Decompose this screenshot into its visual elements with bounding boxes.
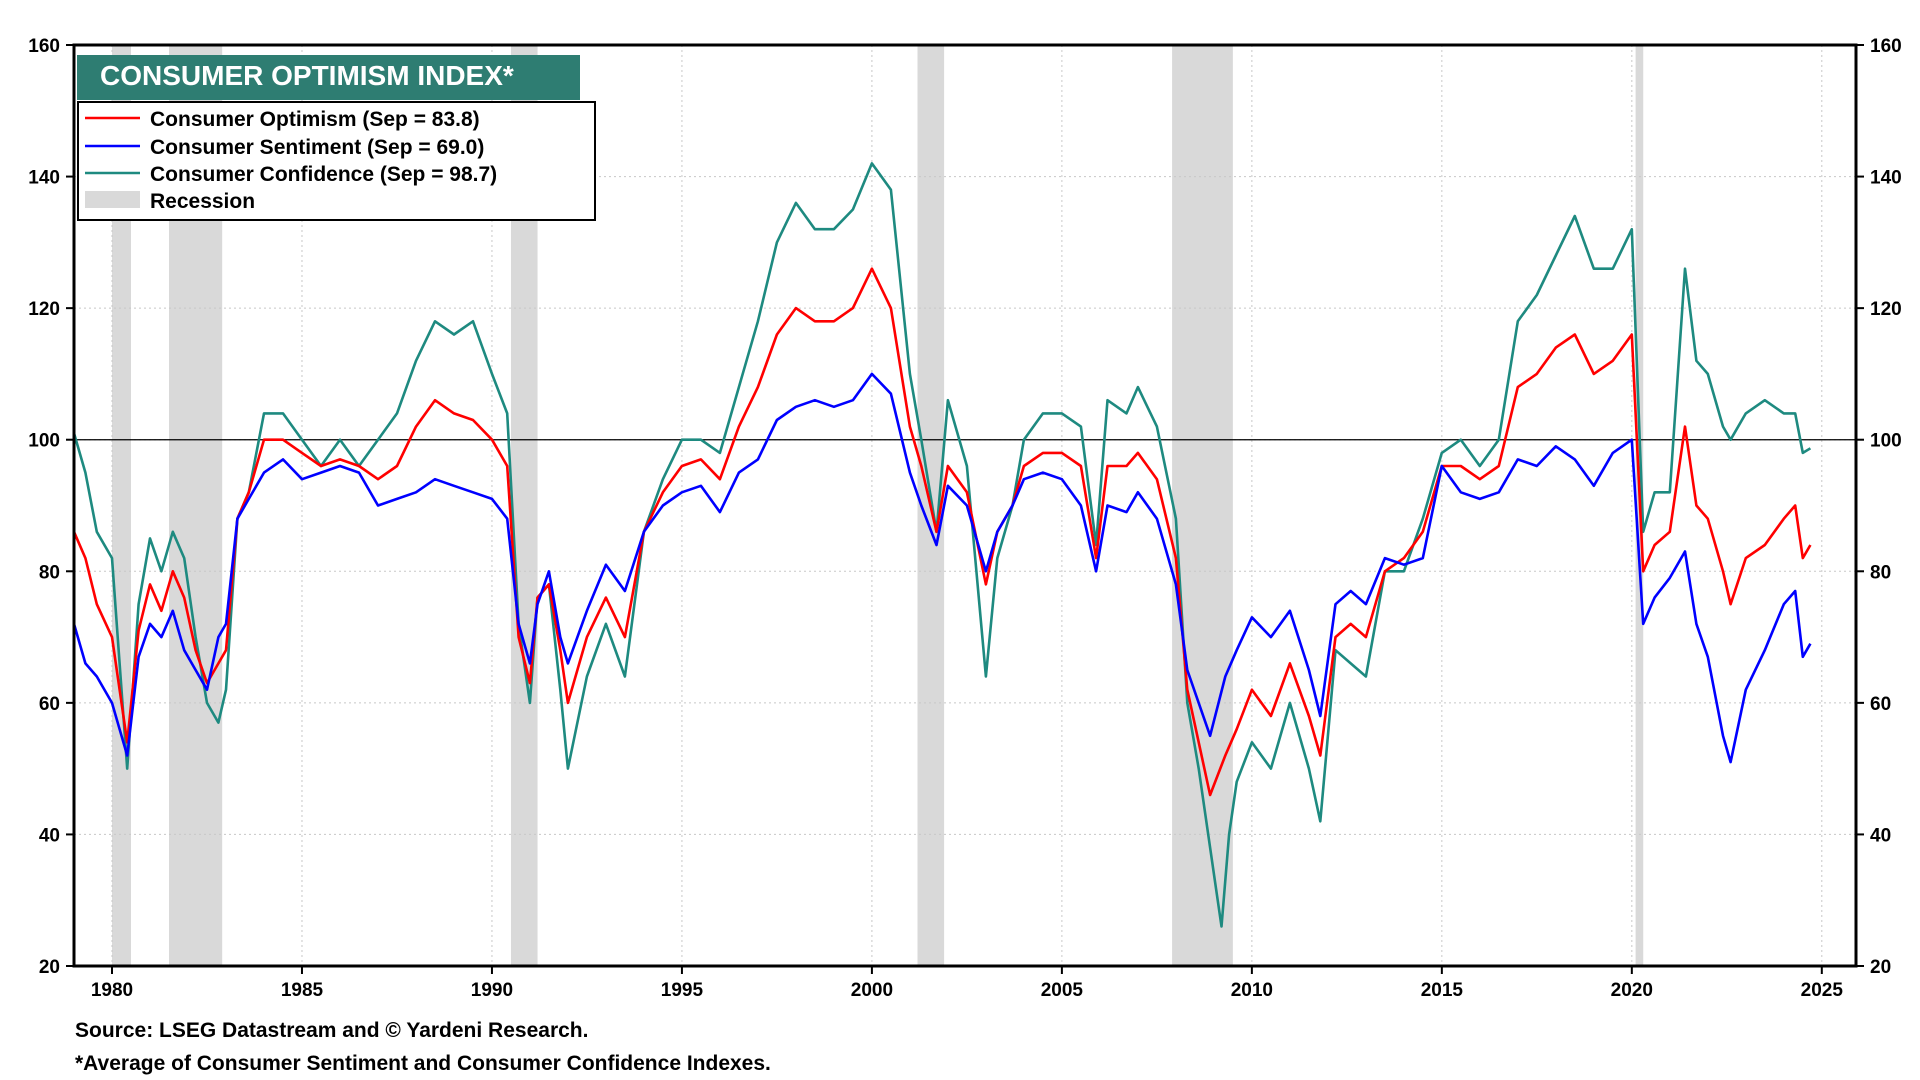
x-tick-label: 2010 — [1231, 980, 1273, 1001]
title-box: CONSUMER OPTIMISM INDEX* — [77, 55, 580, 100]
plot-frame — [72, 43, 1858, 968]
title-box-background — [77, 55, 580, 100]
y-tick-label-right: 100 — [1870, 431, 1902, 452]
x-tick-label: 2015 — [1421, 980, 1464, 1001]
series-line-consumer-confidence — [72, 162, 1812, 928]
y-tick-label-right: 120 — [1870, 299, 1902, 320]
legend-label-confidence: Consumer Confidence (Sep = 98.7) — [150, 163, 497, 186]
x-tick-label: 1985 — [281, 980, 324, 1001]
y-tick-label-left: 40 — [39, 825, 60, 846]
legend: Consumer Optimism (Sep = 83.8) Consumer … — [77, 101, 596, 221]
x-tick-label: 2025 — [1801, 980, 1844, 1001]
footnote: *Average of Consumer Sentiment and Consu… — [75, 1052, 771, 1075]
y-tick-label-right: 20 — [1870, 957, 1891, 978]
y-tick-label-right: 140 — [1870, 168, 1902, 189]
x-tick-label: 1990 — [471, 980, 513, 1001]
series-line-consumer-sentiment — [72, 372, 1812, 764]
x-tick-label: 1980 — [91, 980, 133, 1001]
x-tick-label: 2000 — [851, 980, 893, 1001]
x-tick-label: 2020 — [1611, 980, 1653, 1001]
y-tick-label-left: 80 — [39, 562, 60, 583]
series-lines — [72, 162, 1812, 928]
y-tick-label-left: 20 — [39, 957, 60, 978]
legend-label-sentiment: Consumer Sentiment (Sep = 69.0) — [150, 136, 484, 159]
legend-swatch-recession — [85, 191, 140, 208]
y-tick-label-left: 140 — [28, 168, 60, 189]
y-tick-label-right: 160 — [1870, 36, 1902, 57]
y-tick-label-left: 120 — [28, 299, 60, 320]
y-tick-label-left: 160 — [28, 36, 60, 57]
series-line-consumer-optimism — [72, 267, 1812, 797]
x-tick-label: 1995 — [661, 980, 704, 1001]
y-tick-label-left: 60 — [39, 694, 60, 715]
legend-box — [77, 101, 596, 221]
chart-title: CONSUMER OPTIMISM INDEX* — [100, 60, 514, 91]
legend-label-recession: Recession — [150, 190, 255, 213]
legend-label-optimism: Consumer Optimism (Sep = 83.8) — [150, 108, 480, 131]
y-tick-label-right: 80 — [1870, 562, 1891, 583]
y-tick-label-right: 40 — [1870, 825, 1891, 846]
source-note: Source: LSEG Datastream and © Yardeni Re… — [75, 1019, 589, 1042]
y-tick-label-right: 60 — [1870, 694, 1891, 715]
recession-band-4 — [1172, 45, 1233, 966]
x-tick-label: 2005 — [1041, 980, 1084, 1001]
y-tick-label-left: 100 — [28, 431, 60, 452]
